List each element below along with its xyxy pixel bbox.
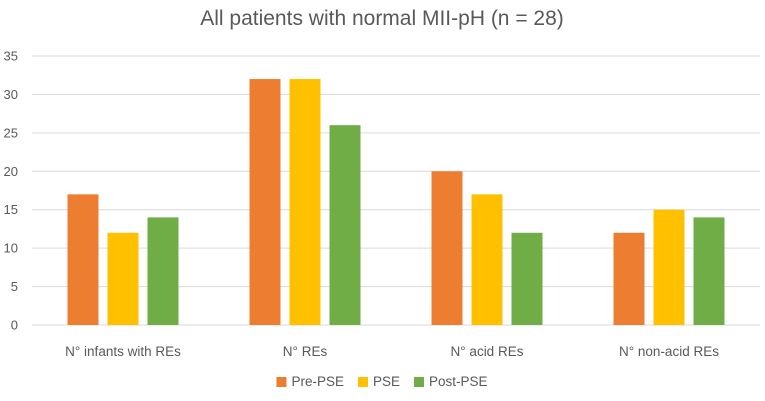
y-axis-ticks: 0 5 10 15 20 25 30 35 — [4, 49, 18, 333]
bars — [67, 79, 725, 326]
category-label: N° infants with REs — [65, 344, 181, 359]
bar-pse-1 — [289, 79, 321, 325]
y-tick-label: 35 — [4, 49, 18, 64]
legend-swatch-post-pse — [414, 377, 425, 387]
bar-post-pse-1 — [329, 125, 361, 326]
legend-swatch-pse — [357, 377, 368, 387]
legend-label: Pre-PSE — [291, 374, 344, 389]
y-tick-label: 25 — [4, 125, 18, 140]
legend: Pre-PSE PSE Post-PSE — [276, 374, 488, 389]
legend-label: PSE — [373, 374, 400, 389]
bar-pse-2 — [471, 194, 503, 325]
bar-pre-pse-1 — [249, 79, 281, 325]
bar-post-pse-3 — [693, 217, 725, 325]
category-label: N° non-acid REs — [619, 344, 719, 359]
y-tick-label: 10 — [4, 241, 18, 256]
bar-pse-0 — [107, 232, 139, 325]
y-tick-label: 15 — [4, 202, 18, 217]
gridlines — [32, 55, 760, 326]
category-labels: N° infants with REs N° REs N° acid REs N° n… — [65, 344, 719, 359]
bar-pre-pse-2 — [431, 171, 463, 325]
chart-title: All patients with normal MII-pH (n = 28) — [200, 7, 564, 30]
y-tick-label: 5 — [11, 279, 18, 294]
y-tick-label: 20 — [4, 164, 18, 179]
bar-pre-pse-3 — [613, 232, 645, 325]
legend-swatch-pre-pse — [276, 377, 287, 387]
bar-post-pse-0 — [147, 217, 179, 325]
y-tick-label: 30 — [4, 87, 18, 102]
y-tick-label: 0 — [11, 318, 18, 333]
bar-post-pse-2 — [511, 232, 543, 325]
bar-pre-pse-0 — [67, 194, 99, 325]
bar-pse-3 — [653, 209, 685, 325]
category-label: N° acid REs — [451, 344, 524, 359]
category-label: N° REs — [283, 344, 328, 359]
legend-label: Post-PSE — [429, 374, 488, 389]
